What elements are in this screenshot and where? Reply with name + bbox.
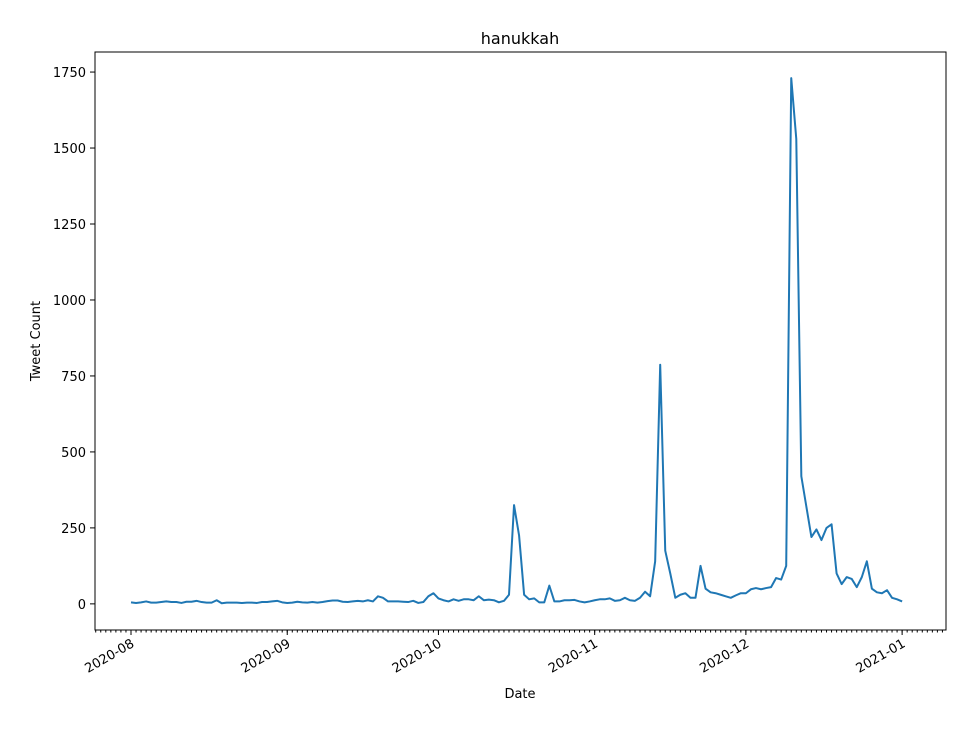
chart-title: hanukkah	[481, 29, 559, 48]
plot-frame	[94, 51, 947, 631]
y-tick-label: 500	[61, 446, 86, 461]
y-tick-label: 1000	[53, 294, 86, 309]
y-tick-label: 1500	[53, 142, 86, 157]
x-axis-label: Date	[504, 687, 535, 702]
y-tick-label: 1250	[53, 218, 86, 233]
y-tick-label: 1750	[53, 66, 86, 81]
data-line	[130, 77, 903, 605]
y-tick-label: 0	[78, 598, 86, 613]
y-axis-label: Tweet Count	[29, 301, 44, 382]
y-tick-label: 750	[61, 370, 86, 385]
y-tick-label: 250	[61, 522, 86, 537]
